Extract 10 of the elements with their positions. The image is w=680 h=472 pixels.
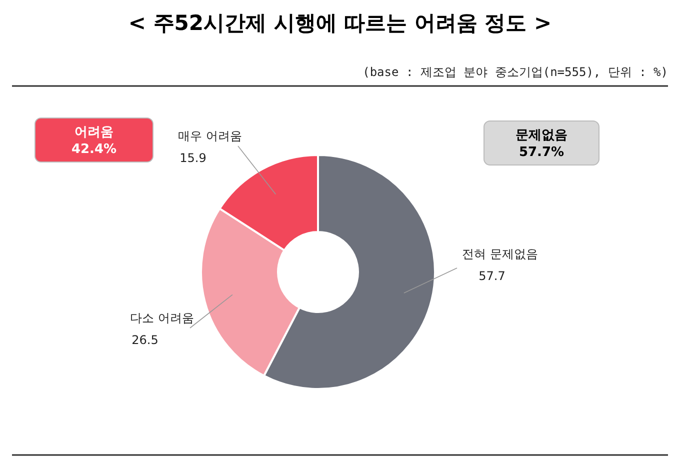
slice-label: 매우 어려움 [178,129,242,143]
chart-subtitle: (base : 제조업 분야 중소기업(n=555), 단위 : %) [362,65,668,79]
slice-label: 전혀 문제없음 [462,247,538,261]
slice-label: 다소 어려움 [130,311,194,325]
data-label: 57.7 [478,269,506,283]
data-label: 15.9 [180,151,206,165]
chart-title: < 주52시간제 시행에 따르는 어려움 정도 > [128,11,552,35]
text: 문제없음 57.7% [516,128,568,160]
text: 어려움 42.4% [71,125,117,157]
data-label: 26.5 [132,333,158,347]
